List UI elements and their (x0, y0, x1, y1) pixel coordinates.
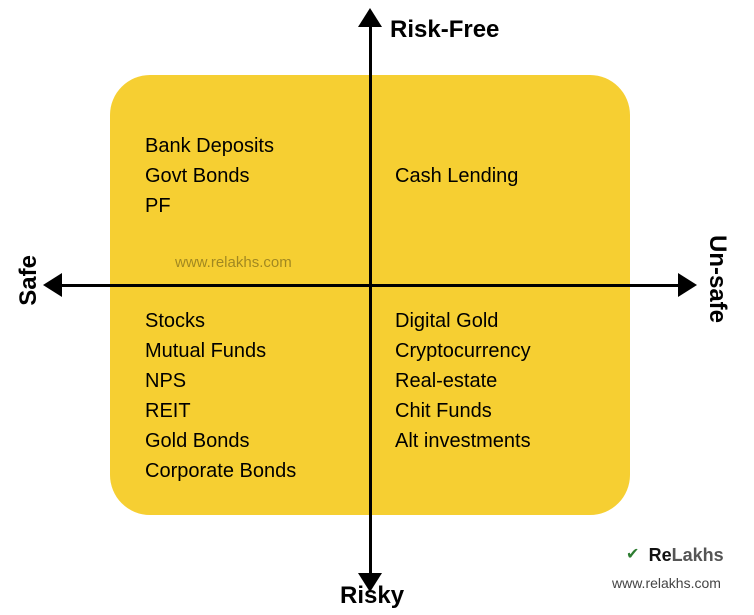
brand-logo: ✔ ReLakhs (628, 545, 724, 566)
investment-item: Bank Deposits (145, 135, 274, 158)
site-url: www.relakhs.com (612, 575, 721, 591)
investment-item: Stocks (145, 310, 205, 333)
logo-part2: Lakhs (672, 545, 724, 565)
logo-part1: Re (649, 545, 672, 565)
investment-item: Cash Lending (395, 165, 518, 188)
investment-item: NPS (145, 370, 186, 393)
axis-label-left: Safe (15, 255, 43, 306)
axis-label-right: Un-safe (703, 235, 731, 323)
arrow-up-icon (358, 8, 382, 27)
investment-item: REIT (145, 400, 191, 423)
investment-item: Chit Funds (395, 400, 492, 423)
leaf-icon: ✔ (626, 545, 640, 563)
axis-label-top: Risk-Free (390, 16, 499, 44)
arrow-right-icon (678, 273, 697, 297)
y-axis (369, 20, 372, 580)
watermark-text: www.relakhs.com (175, 254, 292, 271)
investment-item: Gold Bonds (145, 430, 250, 453)
investment-item: Govt Bonds (145, 165, 250, 188)
investment-item: Corporate Bonds (145, 460, 296, 483)
investment-item: Cryptocurrency (395, 340, 531, 363)
investment-item: Mutual Funds (145, 340, 266, 363)
axis-label-bottom: Risky (340, 582, 404, 610)
investment-item: Real-estate (395, 370, 497, 393)
investment-item: PF (145, 195, 171, 218)
investment-item: Digital Gold (395, 310, 498, 333)
investment-item: Alt investments (395, 430, 531, 453)
arrow-left-icon (43, 273, 62, 297)
